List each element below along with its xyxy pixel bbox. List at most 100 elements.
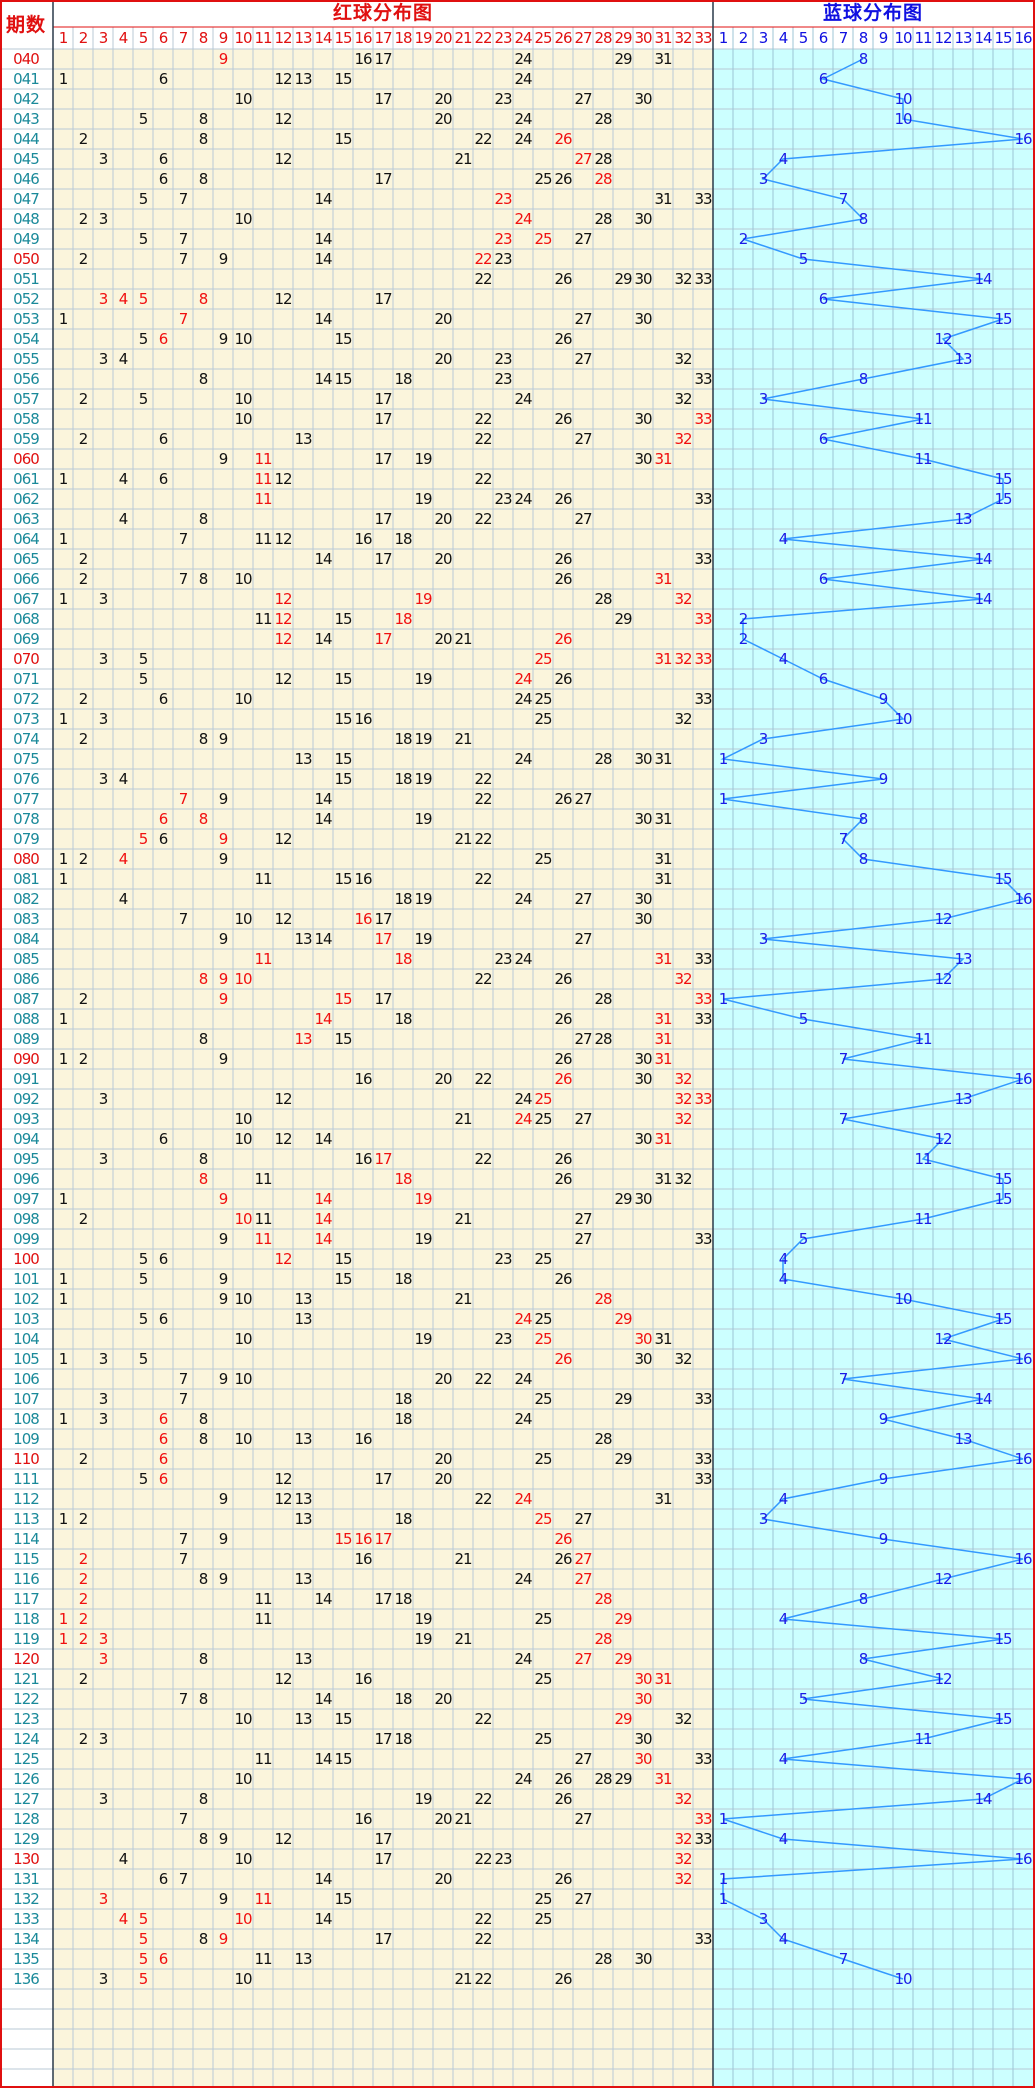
blue-ball: 10: [894, 1970, 912, 1988]
blue-column-label: 11: [914, 29, 932, 47]
red-ball: 26: [554, 490, 572, 508]
blue-ball: 15: [994, 1710, 1012, 1728]
red-ball: 20: [434, 510, 452, 528]
red-ball: 8: [199, 110, 208, 128]
blue-column-label: 7: [839, 29, 848, 47]
red-ball: 28: [594, 590, 612, 608]
red-ball: 29: [614, 1710, 632, 1728]
blue-ball: 11: [914, 1150, 932, 1168]
blue-ball: 8: [859, 1590, 868, 1608]
period: 126: [13, 1770, 39, 1788]
red-ball: 30: [634, 910, 652, 928]
blue-column-label: 3: [759, 29, 768, 47]
red-ball: 25: [534, 1390, 552, 1408]
red-ball: 22: [474, 1970, 492, 1988]
red-ball: 18: [394, 1270, 412, 1288]
blue-ball: 12: [934, 330, 952, 348]
red-ball: 31: [654, 1490, 672, 1508]
red-ball: 2: [79, 730, 88, 748]
red-ball: 5: [139, 110, 148, 128]
red-ball: 8: [199, 130, 208, 148]
red-ball: 31: [654, 650, 672, 668]
blue-ball: 7: [839, 1050, 848, 1068]
red-ball: 11: [254, 1210, 272, 1228]
red-ball: 32: [674, 650, 692, 668]
blue-ball: 1: [719, 1810, 728, 1828]
period: 131: [13, 1870, 39, 1888]
red-ball: 30: [634, 1330, 652, 1348]
red-ball: 22: [474, 470, 492, 488]
red-ball: 9: [219, 990, 228, 1008]
red-ball: 5: [139, 830, 148, 848]
red-ball: 10: [234, 1430, 252, 1448]
red-ball: 2: [79, 250, 88, 268]
red-column-label: 13: [294, 29, 312, 47]
red-ball: 9: [219, 1930, 228, 1948]
red-ball: 33: [694, 1830, 712, 1848]
red-ball: 14: [314, 1750, 332, 1768]
red-ball: 2: [79, 130, 88, 148]
red-ball: 31: [654, 1330, 672, 1348]
red-ball: 18: [394, 890, 412, 908]
red-ball: 17: [374, 1470, 392, 1488]
period: 119: [13, 1630, 39, 1648]
red-ball: 14: [314, 1870, 332, 1888]
blue-ball: 6: [819, 670, 828, 688]
blue-ball: 10: [894, 110, 912, 128]
period: 124: [13, 1730, 39, 1748]
red-ball: 2: [79, 430, 88, 448]
red-ball: 14: [314, 370, 332, 388]
red-ball: 16: [354, 870, 372, 888]
period: 071: [13, 670, 39, 688]
red-ball: 33: [694, 1010, 712, 1028]
red-ball: 12: [274, 1090, 292, 1108]
red-ball: 2: [79, 550, 88, 568]
red-ball: 18: [394, 1690, 412, 1708]
red-ball: 6: [159, 1950, 168, 1968]
red-ball: 10: [234, 1910, 252, 1928]
red-ball: 22: [474, 830, 492, 848]
red-ball: 17: [374, 1150, 392, 1168]
red-ball: 12: [274, 590, 292, 608]
red-ball: 6: [159, 1430, 168, 1448]
red-ball: 11: [254, 1170, 272, 1188]
red-ball: 29: [614, 610, 632, 628]
red-ball: 6: [159, 70, 168, 88]
red-ball: 13: [294, 930, 312, 948]
red-ball: 18: [394, 1410, 412, 1428]
red-ball: 32: [674, 1790, 692, 1808]
red-ball: 19: [414, 1630, 432, 1648]
period: 118: [13, 1610, 39, 1628]
period: 080: [13, 850, 39, 868]
period: 117: [13, 1590, 39, 1608]
period: 090: [13, 1050, 39, 1068]
red-ball: 22: [474, 1710, 492, 1728]
red-ball: 31: [654, 850, 672, 868]
red-ball: 4: [119, 1850, 128, 1868]
red-ball: 15: [334, 990, 352, 1008]
red-ball: 32: [674, 270, 692, 288]
blue-ball: 1: [719, 990, 728, 1008]
red-ball: 10: [234, 570, 252, 588]
red-ball: 16: [354, 1670, 372, 1688]
period: 107: [13, 1390, 39, 1408]
red-ball: 27: [574, 510, 592, 528]
red-ball: 23: [494, 490, 512, 508]
red-ball: 9: [219, 790, 228, 808]
blue-ball: 2: [739, 630, 748, 648]
red-ball: 7: [179, 1390, 188, 1408]
red-ball: 5: [139, 190, 148, 208]
red-ball: 24: [514, 1650, 532, 1668]
red-ball: 7: [179, 310, 188, 328]
red-ball: 20: [434, 350, 452, 368]
red-ball: 30: [634, 1130, 652, 1148]
period: 087: [13, 990, 39, 1008]
red-ball: 6: [159, 830, 168, 848]
red-ball: 22: [474, 770, 492, 788]
red-ball: 25: [534, 1450, 552, 1468]
red-ball: 32: [674, 1070, 692, 1088]
red-ball: 30: [634, 810, 652, 828]
period: 112: [13, 1490, 39, 1508]
period: 062: [13, 490, 39, 508]
